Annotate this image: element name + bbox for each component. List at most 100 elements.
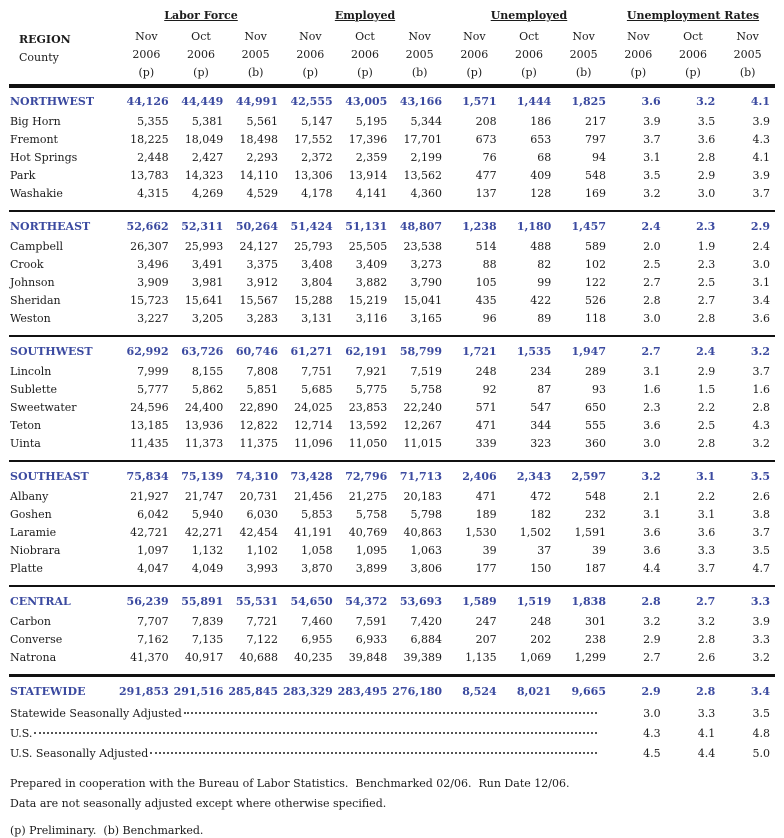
value-cell: 5,344 [410,115,442,128]
value-cell: 7,122 [246,633,278,646]
value-cell: 3,806 [410,562,442,575]
value-cell: 187 [584,562,606,575]
value-cell: 488 [530,240,552,253]
value-cell: 285,845 [228,674,283,704]
value-cell: 1,238 [446,210,502,238]
value-cell: 88 [482,258,497,271]
value-cell: 3.1 [665,460,721,488]
header-notes-cell: (p) [119,64,174,88]
value-cell: 89 [537,312,552,325]
value-cell: 2.4 [665,335,721,363]
value-cell: 339 [475,437,497,450]
county-name-cell: Carbon [10,615,51,628]
value-cell: 1.6 [643,383,661,396]
leader-line: U.S. Seasonally Adjusted [10,747,611,761]
value-cell: 4.4 [643,562,661,575]
value-cell: 3.5 [720,460,775,488]
value-cell: 76 [482,151,497,164]
value-cell: 3.9 [752,615,771,628]
value-cell: 15,723 [130,294,169,307]
value-cell: 62,191 [337,335,393,363]
value-cell: 3,131 [301,312,333,325]
value-cell: 555 [584,419,606,432]
value-cell: 4,049 [191,562,224,575]
value-cell: 797 [584,133,606,146]
value-cell: 471 [475,490,497,503]
value-cell: 234 [530,365,552,378]
group-label-unemployed: Unemployed [490,9,568,22]
adjusted-row-label: U.S. [10,727,33,740]
value-cell: 2.9 [697,169,716,182]
value-cell: 7,591 [355,615,388,628]
value-cell: 26,307 [130,240,169,253]
value-cell: 3.7 [752,365,771,378]
value-cell: 3.9 [752,169,771,182]
value-cell: 43,166 [399,95,442,108]
value-cell: 82 [537,258,552,271]
value-cell: 3.1 [643,365,661,378]
value-cell: 14,323 [184,169,224,182]
header-notes-cell: (p) [173,64,229,88]
value-cell: 650 [584,401,606,414]
value-cell: 3.2 [752,651,771,664]
region-total-row: NORTHWEST 44,126 44,449 44,991 42,555 43,005 4… [9,86,775,113]
header-years-cell: 2006 [514,48,543,61]
county-name-cell: Platte [10,562,43,575]
value-cell: 55,531 [228,585,283,613]
value-cell: 1,825 [571,95,606,108]
value-cell: 40,863 [403,526,442,539]
value-cell: 12,822 [239,419,278,432]
value-cell: 283,495 [337,674,393,704]
value-cell: 1,135 [465,651,497,664]
value-cell: 22,890 [239,401,278,414]
value-cell: 62,992 [119,335,174,363]
value-cell: 1.5 [697,383,716,396]
value-cell: 182 [530,508,552,521]
value-cell: 1,571 [462,95,497,108]
leader-line: Statewide Seasonally Adjusted [10,707,611,721]
value-cell: 7,721 [246,615,278,628]
header-notes-cell: (p) [446,64,502,88]
value-cell: 1,535 [501,335,557,363]
value-cell: 202 [530,633,552,646]
value-cell: 2,372 [301,151,333,164]
county-row: Sweetwater 24,596 24,400 22,890 24,025 23,853… [9,399,775,417]
value-cell: 1,069 [519,651,552,664]
value-cell: 122 [584,276,606,289]
value-cell: 169 [584,187,606,200]
value-cell: 7,519 [410,365,442,378]
value-cell: 2.8 [697,633,716,646]
value-cell: 2.9 [610,674,666,704]
header-years-cell: 2006 [624,48,653,61]
county-row: Fremont 18,225 18,049 18,498 17,552 17,396 17,… [9,131,775,149]
county-row: Uinta 11,435 11,373 11,375 11,096 11,050 11,01… [9,435,775,461]
value-cell: 3.2 [697,615,716,628]
value-cell: 289 [584,365,606,378]
value-cell: 23,538 [403,240,442,253]
value-cell: 2.6 [752,490,771,503]
value-cell: 6,955 [301,633,333,646]
value-cell: 1,058 [301,544,333,557]
value-cell: 3.3 [720,585,775,613]
header-notes-cell: (b) [720,64,775,88]
value-cell: 6,030 [246,508,278,521]
value-cell: 5,758 [410,383,442,396]
spacer-cell [9,64,119,88]
value-cell: 1,457 [556,210,611,238]
value-cell: 526 [584,294,606,307]
value-cell: 72,796 [337,460,393,488]
note-header-row: (p) (p) (b) (p) (p) (b) (p) (p) (b) (p) (p) (b) [9,64,775,88]
value-cell: 2,597 [556,460,611,488]
county-row: Crook 3,496 3,491 3,375 3,408 3,409 3,273 88 82 1… [9,256,775,274]
county-name-cell: Crook [10,258,44,271]
value-cell: 4,529 [246,187,278,200]
value-cell: 3.2 [720,335,775,363]
value-cell: 4,047 [137,562,169,575]
leader-dots [183,712,597,714]
value-cell: 344 [530,419,552,432]
value-cell: 48,807 [392,210,447,238]
header-months-cell: Nov [244,30,267,43]
region-name-cell: SOUTHEAST [9,460,119,488]
value-cell: 2.4 [610,210,666,238]
